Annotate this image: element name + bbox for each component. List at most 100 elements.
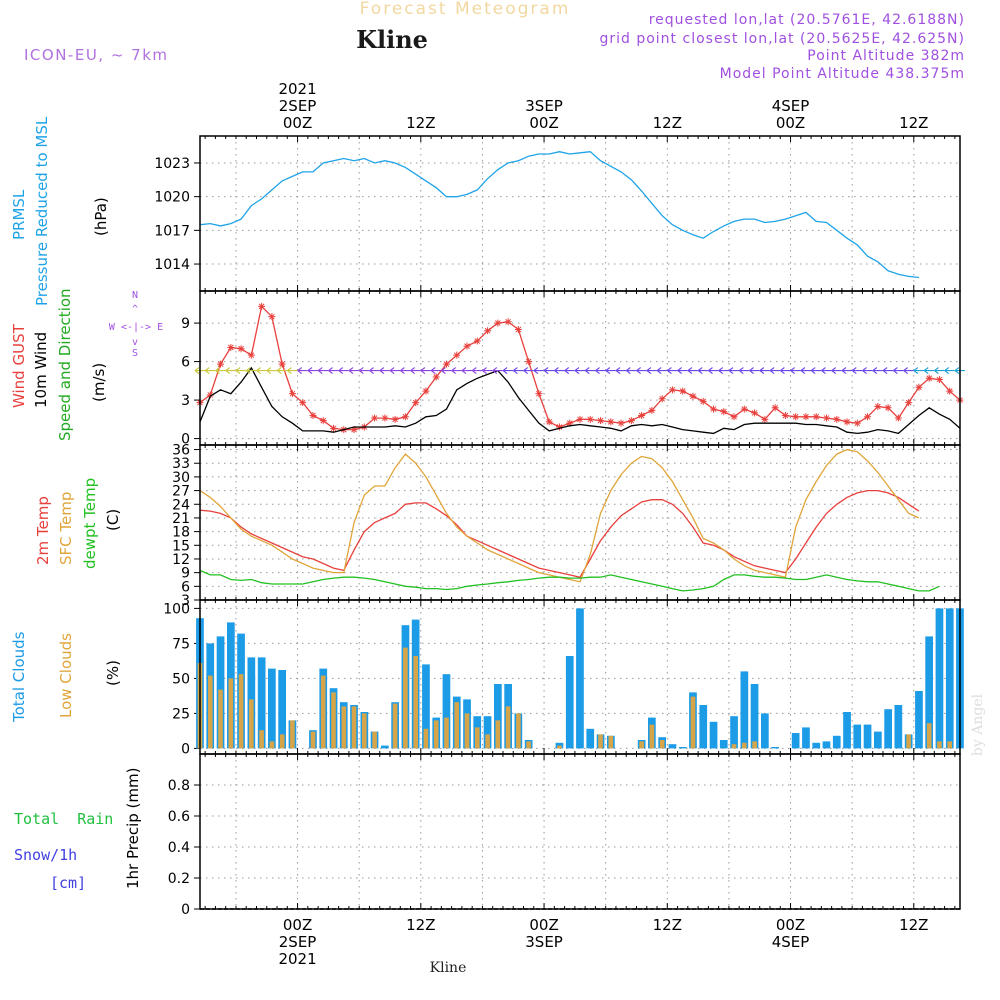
gust-marker — [268, 313, 276, 321]
low-cloud-bar — [249, 699, 254, 749]
cloud-axis-labels: Total Clouds Low Clouds (%) — [10, 631, 122, 723]
wind-direction-arrow — [800, 367, 811, 375]
gust-marker — [710, 405, 718, 413]
top-time-label: 00Z — [529, 114, 558, 132]
gust-marker — [658, 395, 666, 403]
low-cloud-bar — [403, 647, 408, 749]
gust-marker — [730, 413, 738, 421]
total-cloud-bar — [268, 668, 276, 749]
gust-marker — [545, 418, 553, 426]
gust-marker — [422, 387, 430, 395]
ms-unit-label: (m/s) — [90, 363, 108, 402]
panels: 1014101710201023036936912151821242730333… — [154, 135, 965, 918]
wind-direction-arrow — [204, 367, 216, 375]
gust-marker — [597, 417, 605, 425]
total-cloud-bar — [699, 705, 708, 749]
gust-marker — [607, 418, 615, 426]
compass-n: N — [132, 290, 138, 301]
wind-direction-arrow — [276, 367, 288, 375]
wind-direction-arrow — [913, 367, 924, 375]
y-tick-label: 9 — [181, 316, 190, 332]
wind-direction-arrow — [369, 367, 380, 375]
wind-panel: 0 3 6 9 — [181, 290, 965, 448]
wind-direction-arrow — [215, 367, 226, 375]
low-cloud-bar — [362, 713, 367, 749]
wind-direction-arrow — [379, 367, 390, 375]
celsius-unit-label: (C) — [104, 509, 122, 531]
gust-marker — [781, 411, 789, 419]
low-cloud-bar — [690, 696, 696, 749]
cm-label: [cm] — [50, 874, 86, 892]
total-cloud-bar — [935, 608, 944, 749]
hpa-unit-label: (hPa) — [92, 197, 110, 236]
wind-direction-arrow — [851, 367, 863, 375]
total-cloud-bar — [257, 657, 266, 749]
wind-direction-arrow — [821, 367, 832, 375]
gust-marker — [566, 419, 574, 427]
bottom-time-label: 2SEP — [279, 933, 317, 951]
wind-direction-arrow — [523, 367, 534, 375]
wind-direction-arrow — [780, 367, 791, 375]
y-tick-label: 1017 — [154, 223, 190, 239]
wind-direction-arrow — [677, 367, 688, 375]
gust-marker — [586, 415, 594, 423]
gust-marker — [648, 406, 656, 414]
gust-marker — [771, 404, 779, 412]
model-altitude: Model Point Altitude 438.375m — [720, 66, 965, 82]
y-tick-label: 0 — [181, 902, 190, 918]
gust-marker — [381, 414, 389, 422]
y-tick-label: 12 — [172, 552, 190, 568]
bottom-time-label: 12Z — [406, 916, 435, 934]
y-tick-label: 3 — [181, 593, 190, 609]
gust-marker — [874, 403, 882, 410]
wind-direction-arrow — [687, 367, 698, 375]
low-cloud-bar — [444, 717, 449, 749]
y-tick-label: 0 — [181, 432, 190, 448]
wind-direction-arrow — [235, 367, 247, 375]
gust-marker — [699, 397, 707, 405]
low-cloud-bar — [516, 713, 521, 749]
wind-direction-arrow — [287, 367, 298, 375]
wind-direction-arrow — [738, 367, 750, 375]
wind-direction-arrow — [769, 367, 781, 375]
watermark: by Angel — [970, 693, 986, 756]
total-cloud-bar — [761, 713, 769, 749]
low-cloud-bar — [937, 741, 942, 749]
temp-axis-labels: 2m Temp SFC Temp dewpt Temp (C) — [34, 478, 122, 569]
gust-marker — [668, 386, 676, 394]
y-tick-label: 6 — [181, 355, 190, 371]
wind-direction-arrow — [533, 367, 544, 375]
pressure-frame — [199, 135, 961, 292]
top-time-label: 12Z — [653, 114, 682, 132]
total-cloud-bar — [668, 744, 677, 749]
gust-marker — [894, 414, 902, 422]
low-cloud-bar — [505, 706, 511, 749]
top-time-label: 00Z — [776, 114, 805, 132]
total-cloud-bar — [822, 741, 831, 749]
y-tick-label: 21 — [172, 511, 190, 527]
total-cloud-bar — [442, 674, 451, 749]
gust-marker — [525, 358, 533, 366]
gust-marker — [371, 414, 379, 422]
wind-direction-arrow — [328, 367, 339, 375]
y-tick-label: 50 — [172, 671, 190, 687]
y-tick-label: 15 — [172, 538, 190, 554]
precip-panel: 0 0.2 0.4 0.6 0.8 — [168, 753, 961, 918]
low-cloud-bar — [639, 741, 644, 749]
total-cloud-bar — [832, 735, 841, 749]
gust-marker — [740, 405, 748, 413]
low-cloud-bar — [495, 720, 501, 749]
series-line-temp-1 — [199, 448, 920, 583]
top-time-label: 3SEP — [525, 97, 563, 115]
low-cloud-bar — [947, 741, 952, 749]
low-cloud-bar — [331, 692, 336, 749]
total-cloud-bar — [853, 724, 862, 749]
total-cloud-bar — [750, 684, 759, 749]
total-cloud-bar — [565, 656, 574, 749]
bottom-time-label: 12Z — [653, 916, 682, 934]
wind-direction-arrow — [420, 367, 431, 375]
total-cloud-bar — [422, 664, 430, 749]
low-cloud-bar — [259, 730, 264, 749]
low-cloud-bar — [413, 656, 418, 749]
pressure-panel: 1014 1017 1020 1023 — [154, 135, 961, 292]
